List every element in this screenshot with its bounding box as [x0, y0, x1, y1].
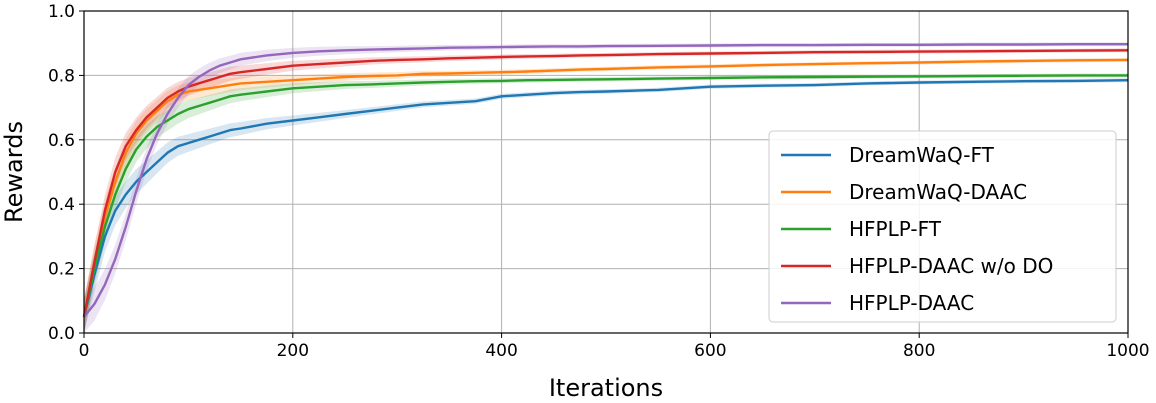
y-tick-label: 0.0	[48, 324, 75, 344]
x-tick-label: 0	[79, 341, 90, 361]
legend-label: HFPLP-DAAC w/o DO	[849, 254, 1053, 278]
legend-box	[768, 130, 1117, 323]
plot-frame	[83, 10, 1129, 334]
legend-label: HFPLP-DAAC	[849, 291, 974, 315]
legend-label: DreamWaQ-DAAC	[849, 180, 1027, 204]
x-axis-label: Iterations	[549, 374, 663, 402]
y-tick-label: 0.2	[48, 260, 75, 280]
y-axis-label: Rewards	[0, 121, 28, 223]
y-tick-label: 0.6	[48, 131, 75, 151]
series-line	[82, 79, 1129, 318]
axis-ticks: 0 200 400 600 800 1000 0.0 0.2 0.4 0.6 0.8 1.0	[48, 2, 1150, 361]
legend: DreamWaQ-FT DreamWaQ-DAAC HFPLP-FT HFPLP-DA…	[768, 130, 1117, 323]
y-tick-label: 1.0	[48, 2, 75, 22]
legend-label: HFPLP-FT	[849, 217, 942, 241]
legend-label: DreamWaQ-FT	[849, 143, 995, 167]
x-tick-label: 400	[485, 341, 517, 361]
series-lines	[82, 43, 1129, 318]
series-line	[82, 74, 1128, 318]
x-tick-label: 600	[694, 341, 726, 361]
series-line	[82, 58, 1129, 318]
y-tick-label: 0.8	[48, 66, 75, 86]
x-tick-label: 800	[903, 341, 935, 361]
x-tick-label: 1000	[1106, 341, 1149, 361]
x-tick-label: 200	[277, 341, 309, 361]
y-tick-label: 0.4	[48, 195, 75, 215]
series-line	[82, 49, 1129, 318]
series-line	[83, 43, 1128, 318]
